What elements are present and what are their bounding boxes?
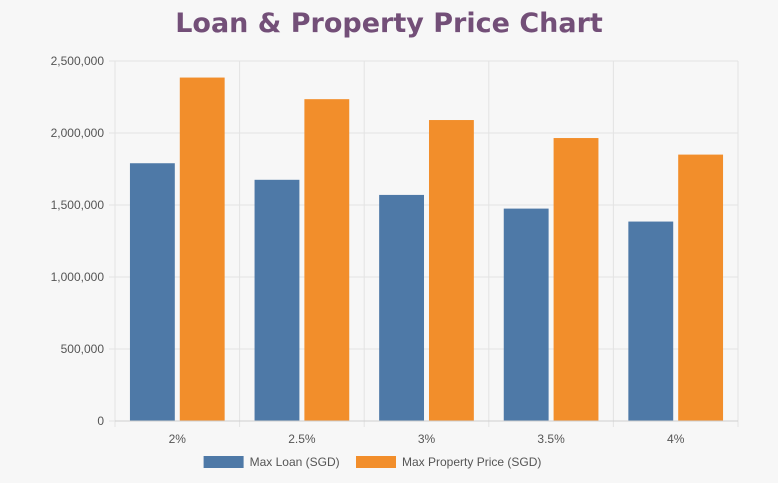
x-tick-label: 2%: [169, 432, 187, 446]
x-tick-label: 4%: [667, 432, 685, 446]
x-tick-label: 2.5%: [288, 432, 316, 446]
bar-max-loan: [628, 221, 674, 421]
bar-max-property-price: [179, 77, 225, 421]
y-tick-label: 2,000,000: [51, 126, 105, 140]
legend-label-max-property-price[interactable]: Max Property Price (SGD): [402, 455, 541, 469]
bar-max-loan: [379, 194, 425, 421]
y-tick-label: 500,000: [61, 342, 105, 356]
legend-label-max-loan[interactable]: Max Loan (SGD): [250, 455, 340, 469]
legend-swatch-max-loan[interactable]: [203, 456, 244, 468]
bar-max-property-price: [304, 99, 350, 421]
bar-max-property-price: [678, 154, 724, 421]
legend-swatch-max-property-price[interactable]: [356, 456, 396, 468]
y-tick-label: 1,000,000: [51, 270, 105, 284]
bar-max-property-price: [428, 120, 474, 421]
bar-max-property-price: [553, 138, 599, 422]
y-tick-label: 2,500,000: [51, 54, 105, 68]
x-tick-label: 3.5%: [537, 432, 565, 446]
bar-max-loan: [503, 208, 549, 421]
y-tick-label: 0: [97, 414, 104, 428]
chart-title: Loan & Property Price Chart: [175, 8, 603, 39]
bar-max-loan: [254, 179, 300, 421]
y-tick-label: 1,500,000: [51, 198, 105, 212]
bar-max-loan: [129, 163, 175, 422]
x-tick-label: 3%: [418, 432, 436, 446]
